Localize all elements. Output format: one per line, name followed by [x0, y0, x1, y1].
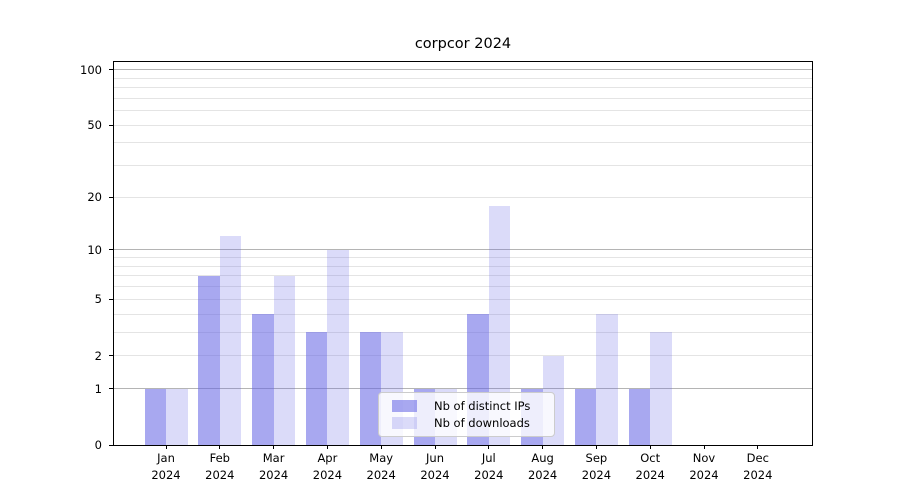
- minor-gridline: [114, 77, 812, 79]
- y-tick-label: 0: [94, 438, 102, 452]
- x-axis-tick: [165, 445, 167, 449]
- legend-entry-distinct-ips: Nb of distinct IPs: [392, 397, 546, 414]
- minor-gridline: [114, 124, 812, 126]
- x-tick-label: Feb 2024: [205, 451, 235, 482]
- minor-gridline: [114, 87, 812, 89]
- bar-downloads: [273, 275, 296, 445]
- bar-distinct-ips: [198, 275, 220, 445]
- x-tick-label: Jan 2024: [151, 451, 181, 482]
- y-tick-label: 100: [80, 62, 102, 77]
- x-axis-tick: [326, 445, 328, 449]
- x-axis-tick: [595, 445, 597, 449]
- x-tick-label: Sep 2024: [581, 451, 612, 482]
- x-axis-tick: [649, 445, 651, 449]
- x-tick-label: May 2024: [366, 451, 396, 482]
- minor-gridline: [114, 165, 812, 167]
- x-axis-tick: [434, 445, 436, 449]
- x-tick-label: Apr 2024: [312, 451, 343, 482]
- x-axis-tick: [542, 445, 544, 449]
- legend-swatch-distinct-ips: [392, 399, 417, 412]
- y-axis-tick: [109, 124, 113, 126]
- minor-gridline: [114, 110, 812, 112]
- legend-swatch-downloads: [392, 417, 417, 430]
- minor-gridline: [114, 265, 812, 267]
- legend-entry-downloads: Nb of downloads: [392, 415, 546, 432]
- y-tick-label: 1: [94, 381, 102, 396]
- y-axis-tick: [109, 388, 113, 390]
- minor-gridline: [114, 142, 812, 144]
- bar-distinct-ips: [305, 332, 328, 445]
- x-axis-tick: [703, 445, 705, 449]
- y-tick-label: 2: [94, 348, 102, 363]
- x-axis-tick: [488, 445, 490, 449]
- minor-gridline: [114, 97, 812, 99]
- bar-downloads: [327, 250, 349, 445]
- bar-downloads: [488, 205, 511, 445]
- x-tick-label: Oct 2024: [635, 451, 665, 482]
- legend: Nb of distinct IPs Nb of downloads: [378, 392, 555, 437]
- plot-area: Nb of distinct IPs Nb of downloads 100 50…: [80, 61, 813, 482]
- minor-gridline: [114, 196, 812, 198]
- bar-downloads: [219, 236, 242, 445]
- major-gridline: [114, 69, 812, 71]
- bar-downloads: [596, 314, 618, 445]
- x-tick-label: Nov 2024: [689, 451, 719, 482]
- x-tick-label: Aug 2024: [527, 451, 558, 482]
- bar-distinct-ips: [574, 388, 597, 445]
- y-tick-label: 20: [87, 190, 102, 205]
- x-tick-label: Jun 2024: [420, 451, 450, 482]
- bar-downloads: [166, 388, 188, 445]
- y-tick-label: 50: [87, 118, 102, 133]
- bar-distinct-ips: [144, 388, 166, 445]
- x-axis-tick: [757, 445, 759, 449]
- bar-downloads: [650, 332, 672, 445]
- y-axis-tick: [109, 355, 113, 357]
- legend-label-distinct-ips: Nb of distinct IPs: [434, 398, 531, 413]
- chart-title: corpcor 2024: [414, 36, 512, 52]
- x-axis-tick: [219, 445, 221, 449]
- y-axis-tick: [109, 444, 113, 446]
- x-tick-label: Mar 2024: [258, 451, 289, 482]
- major-gridline: [114, 249, 812, 251]
- y-axis-tick: [109, 298, 113, 300]
- bar-distinct-ips: [252, 314, 274, 445]
- y-tick-label: 10: [87, 242, 102, 257]
- legend-label-downloads: Nb of downloads: [434, 416, 530, 431]
- x-axis-tick: [273, 445, 275, 449]
- y-tick-label: 5: [94, 292, 102, 307]
- bar-distinct-ips: [628, 388, 651, 445]
- y-axis-tick: [109, 196, 113, 198]
- y-axis-tick: [109, 249, 113, 251]
- x-tick-label: Dec 2024: [743, 451, 773, 482]
- x-axis-tick: [380, 445, 382, 449]
- minor-gridline: [114, 257, 812, 259]
- bar-distinct-ips: [359, 332, 382, 445]
- x-tick-label: Jul 2024: [474, 451, 504, 482]
- y-axis-tick: [109, 69, 113, 71]
